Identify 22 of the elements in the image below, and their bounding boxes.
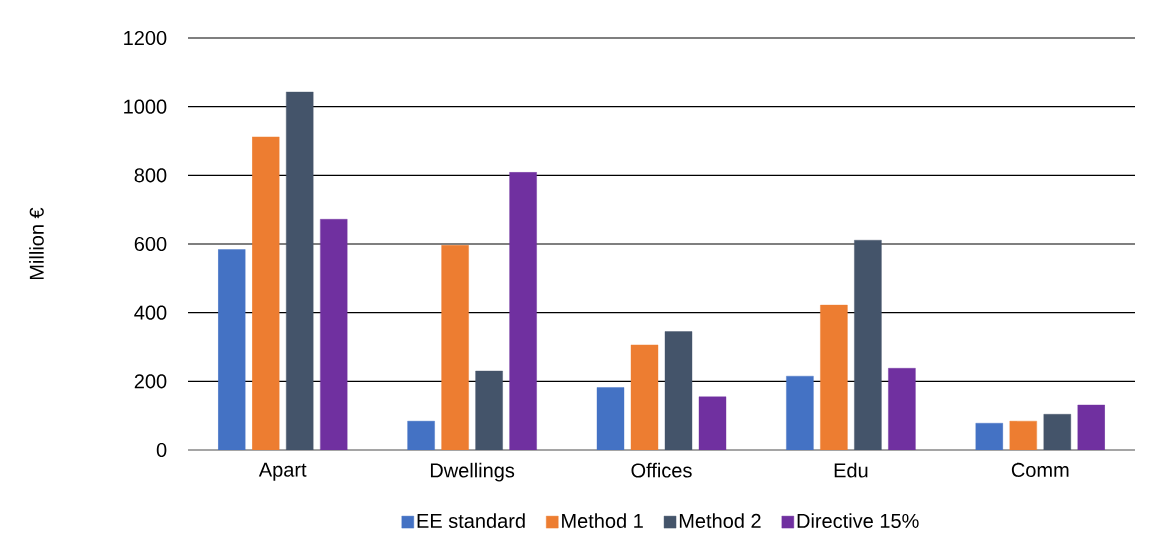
x-tick-label: Dwellings xyxy=(430,462,515,482)
x-tick-label: Comm xyxy=(1011,462,1069,478)
x-tick-label: Apart xyxy=(258,462,307,481)
y-tick-label: 200 xyxy=(134,374,167,389)
legend-label: Method 2 xyxy=(679,513,761,529)
y-axis-title: Million € xyxy=(29,207,44,280)
x-tick-label: Edu xyxy=(834,462,868,478)
legend-label: EE standard xyxy=(417,513,525,529)
bar xyxy=(786,375,814,450)
bar xyxy=(218,249,246,450)
bar xyxy=(975,423,1003,450)
y-tick-label: 800 xyxy=(134,168,167,183)
y-tick-label: 400 xyxy=(134,305,167,320)
x-tick-label: Offices xyxy=(631,462,692,478)
bar xyxy=(407,420,435,450)
legend-label: Method 1 xyxy=(562,513,643,529)
legend-label: Directive 15% xyxy=(797,513,919,529)
y-tick-label: 600 xyxy=(134,236,167,252)
y-tick-label: 0 xyxy=(156,442,167,458)
y-tick-label: 1200 xyxy=(124,30,167,46)
bar xyxy=(596,387,625,450)
y-tick-label: 1000 xyxy=(124,99,167,114)
